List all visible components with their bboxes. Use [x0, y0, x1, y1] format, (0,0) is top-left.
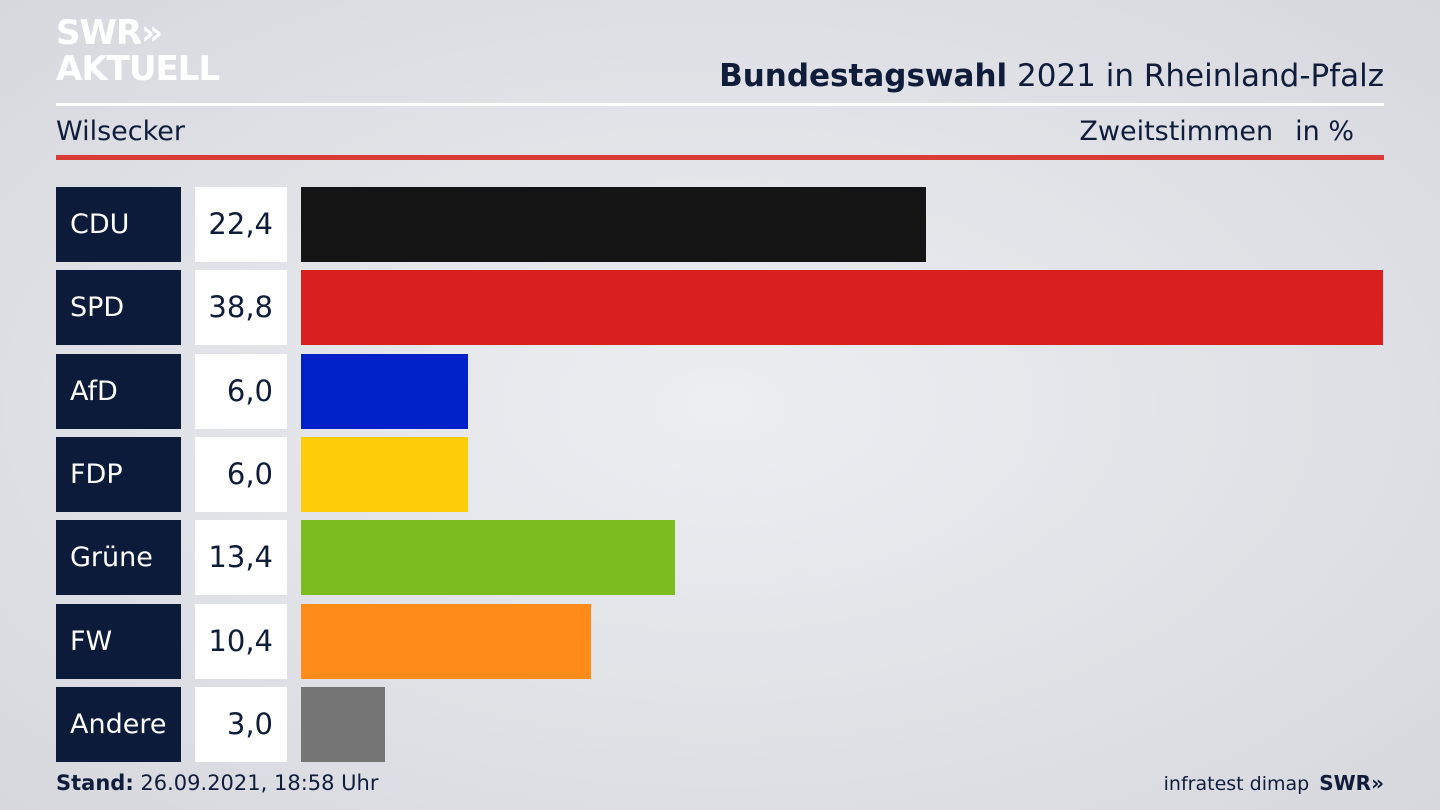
value-label: 13,4: [195, 520, 287, 595]
bar-row: Andere 3,0: [56, 687, 1384, 762]
party-label: CDU: [56, 187, 181, 262]
bar: [301, 604, 592, 679]
bar: [301, 187, 926, 262]
value-label: 22,4: [195, 187, 287, 262]
bar: [301, 520, 675, 595]
bar: [301, 437, 469, 512]
bar: [301, 687, 385, 762]
bar-row: FDP 6,0: [56, 437, 1384, 512]
party-label: SPD: [56, 270, 181, 345]
source-credit: infratest dimap SWR»: [1164, 771, 1384, 795]
logo-line-1: SWR»: [56, 13, 163, 53]
swr-aktuell-logo: SWR» AKTUELL: [56, 13, 220, 89]
chart-title: Bundestagswahl 2021 in Rheinland-Pfalz: [719, 58, 1384, 94]
measure-label: Zweitstimmen in %: [1079, 116, 1354, 147]
party-label: Andere: [56, 687, 181, 762]
source-name: infratest dimap: [1163, 773, 1310, 795]
timestamp: Stand: 26.09.2021, 18:58 Uhr: [56, 771, 379, 795]
header-divider: [56, 103, 1384, 106]
value-label: 38,8: [195, 270, 287, 345]
bar-row: AfD 6,0: [56, 354, 1384, 429]
party-label: Grüne: [56, 520, 181, 595]
value-label: 10,4: [195, 604, 287, 679]
value-label: 3,0: [195, 687, 287, 762]
measure-unit: in %: [1295, 116, 1354, 147]
bar: [301, 354, 469, 429]
accent-divider: [56, 155, 1384, 160]
value-label: 6,0: [195, 437, 287, 512]
bar-row: FW 10,4: [56, 604, 1384, 679]
bar-row: SPD 38,8: [56, 270, 1384, 345]
timestamp-label: Stand:: [56, 771, 134, 795]
party-label: FDP: [56, 437, 181, 512]
bar-row: Grüne 13,4: [56, 520, 1384, 595]
measure-type: Zweitstimmen: [1079, 116, 1274, 147]
value-label: 6,0: [195, 354, 287, 429]
logo-line-2: AKTUELL: [56, 49, 220, 89]
bar-row: CDU 22,4: [56, 187, 1384, 262]
timestamp-value: 26.09.2021, 18:58 Uhr: [133, 771, 379, 795]
party-label: FW: [56, 604, 181, 679]
bar: [301, 270, 1383, 345]
party-label: AfD: [56, 354, 181, 429]
chart-title-rest: 2021 in Rheinland-Pfalz: [1007, 58, 1384, 94]
chart-title-bold: Bundestagswahl: [719, 58, 1008, 94]
location-label: Wilsecker: [56, 116, 186, 147]
swr-small-logo: SWR»: [1319, 771, 1384, 795]
